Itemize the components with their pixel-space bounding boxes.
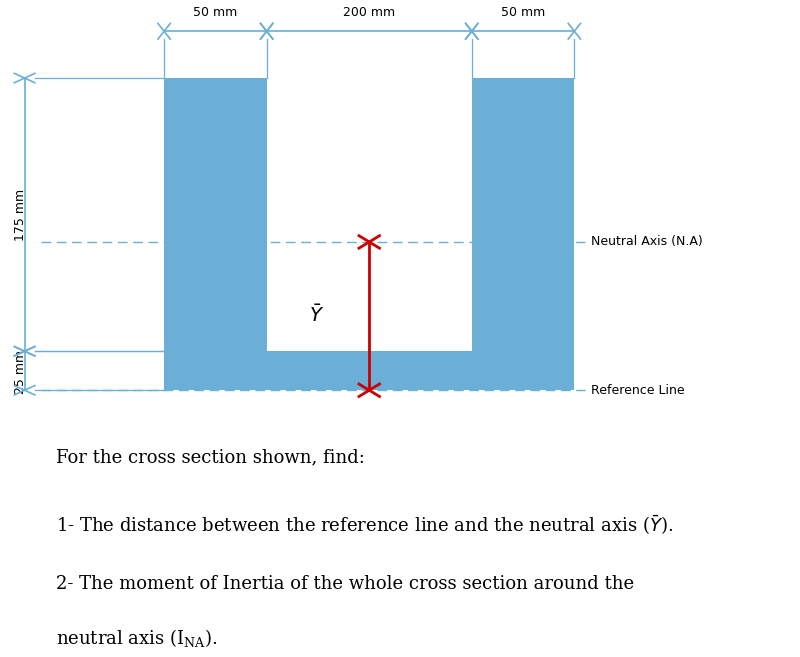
Bar (472, 78, 574, 351)
Bar (164, 78, 266, 351)
Text: 200 mm: 200 mm (343, 6, 395, 19)
Text: 50 mm: 50 mm (501, 6, 546, 19)
Bar (164, 351, 574, 390)
Text: neutral axis (I$_{\mathregular{NA}}$).: neutral axis (I$_{\mathregular{NA}}$). (56, 627, 218, 648)
Text: 2- The moment of Inertia of the whole cross section around the: 2- The moment of Inertia of the whole cr… (56, 575, 634, 593)
Text: 50 mm: 50 mm (194, 6, 238, 19)
Text: Neutral Axis (N.A): Neutral Axis (N.A) (590, 235, 702, 248)
Text: For the cross section shown, find:: For the cross section shown, find: (56, 449, 365, 466)
Text: 1- The distance between the reference line and the neutral axis ($\bar{Y}$).: 1- The distance between the reference li… (56, 514, 673, 537)
Text: 25 mm: 25 mm (14, 350, 27, 394)
Text: 175 mm: 175 mm (14, 189, 27, 242)
Text: $\bar{Y}$: $\bar{Y}$ (309, 304, 324, 327)
Text: Reference Line: Reference Line (590, 384, 684, 397)
